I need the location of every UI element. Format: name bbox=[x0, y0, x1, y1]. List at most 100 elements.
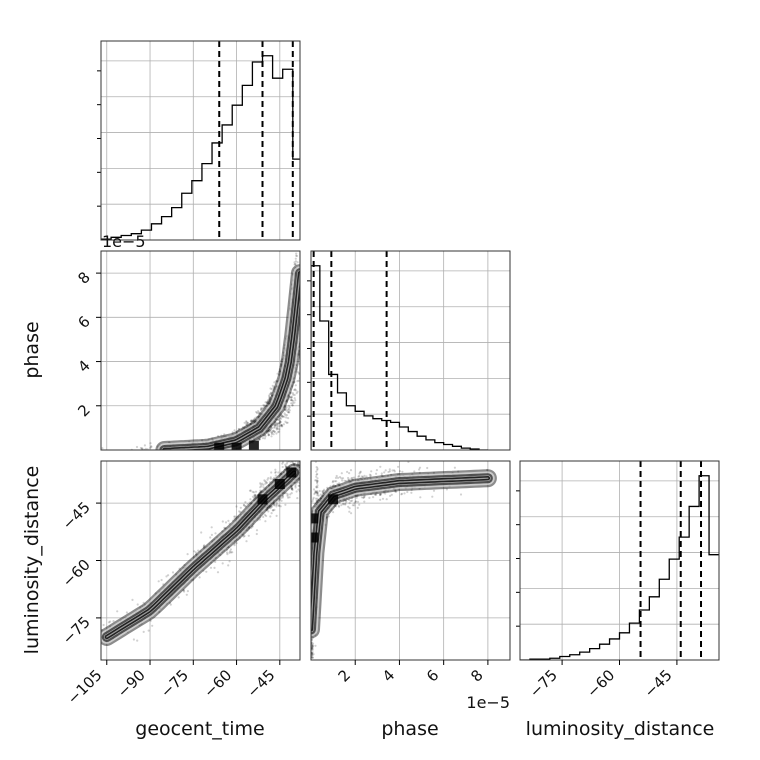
grid bbox=[520, 461, 719, 660]
density-peak bbox=[286, 467, 297, 478]
scatter-point bbox=[268, 396, 271, 399]
scatter-point bbox=[294, 462, 297, 466]
scatter-point bbox=[244, 505, 247, 508]
scatter-point bbox=[293, 377, 296, 380]
scatter-point bbox=[258, 438, 261, 441]
scatter-point bbox=[312, 488, 316, 491]
scatter-point bbox=[278, 370, 281, 373]
scatter-point bbox=[337, 504, 340, 507]
scatter-point bbox=[236, 515, 239, 519]
scatter-point bbox=[311, 656, 314, 659]
scatter-point bbox=[323, 488, 326, 491]
scatter-point bbox=[267, 394, 271, 397]
scatter-point bbox=[290, 395, 293, 398]
scatter-point bbox=[353, 476, 356, 479]
scatter-point bbox=[293, 393, 296, 397]
scatter-point bbox=[252, 419, 255, 422]
scatter-point bbox=[150, 445, 153, 448]
scatter-point bbox=[260, 490, 263, 493]
scatter-point bbox=[274, 424, 277, 427]
scatter-point bbox=[432, 489, 436, 492]
scatter-point bbox=[182, 589, 185, 592]
scatter-point bbox=[273, 388, 276, 391]
scatter-point bbox=[207, 438, 210, 441]
scatter-point bbox=[209, 536, 212, 539]
scatter-point bbox=[287, 458, 289, 460]
scatter-point bbox=[272, 433, 275, 436]
x-tick-label-geocent-time: −105 bbox=[64, 666, 106, 708]
scatter-point bbox=[296, 261, 299, 264]
scatter-point bbox=[327, 515, 330, 518]
scatter-point bbox=[258, 437, 261, 440]
scatter-point bbox=[258, 438, 261, 441]
scatter-point bbox=[263, 437, 266, 440]
scatter-point bbox=[311, 642, 315, 645]
scatter-point bbox=[288, 411, 291, 414]
scatter-point bbox=[270, 504, 273, 507]
x-axis-label-luminosity-distance: luminosity_distance bbox=[526, 718, 715, 740]
scatter-point bbox=[265, 431, 268, 434]
scatter-point bbox=[457, 470, 460, 473]
scatter-point bbox=[338, 484, 341, 487]
scatter-point bbox=[310, 679, 312, 681]
scatter-point bbox=[277, 497, 280, 500]
scatter-point bbox=[316, 436, 318, 438]
scatter-point bbox=[348, 472, 351, 475]
scatter-point bbox=[269, 430, 272, 433]
scatter-point bbox=[275, 514, 278, 518]
scatter-point bbox=[268, 393, 271, 396]
y-tick-label-luminosity-distance: −60 bbox=[59, 556, 94, 591]
scatter-point bbox=[251, 490, 254, 493]
scatter-point bbox=[453, 466, 456, 469]
scatter-point bbox=[197, 549, 200, 552]
scatter-point bbox=[286, 493, 289, 496]
scatter-point bbox=[296, 462, 300, 465]
scatter-point bbox=[273, 478, 276, 481]
scatter-point bbox=[283, 406, 286, 409]
scatter-point bbox=[288, 409, 291, 412]
scatter-point bbox=[247, 527, 251, 530]
scatter-point bbox=[265, 481, 268, 485]
scatter-point bbox=[251, 525, 254, 528]
scatter-point bbox=[233, 542, 236, 545]
scatter-point bbox=[459, 493, 463, 496]
scatter-point bbox=[256, 415, 259, 418]
scatter-point bbox=[270, 388, 273, 391]
scatter-point bbox=[393, 470, 396, 473]
scatter-point bbox=[291, 488, 294, 491]
scatter-point bbox=[345, 479, 348, 483]
scatter-point bbox=[315, 473, 318, 476]
scatter-point bbox=[280, 417, 283, 420]
scatter-point bbox=[267, 428, 270, 431]
density-peak bbox=[328, 494, 339, 505]
scatter-point bbox=[262, 515, 265, 519]
scatter-point bbox=[278, 422, 281, 425]
scatter-point bbox=[269, 476, 272, 479]
scatter-point bbox=[316, 481, 319, 485]
scatter-point bbox=[278, 504, 281, 507]
scatter-point bbox=[284, 408, 287, 411]
scatter-point bbox=[254, 494, 257, 497]
scatter-point bbox=[248, 489, 252, 492]
scatter-point bbox=[132, 638, 135, 641]
scatter-point bbox=[202, 546, 205, 549]
scatter-point bbox=[314, 479, 317, 482]
scatter-point bbox=[278, 498, 281, 501]
scatter-point bbox=[276, 380, 279, 383]
y-tick-label-phase: 4 bbox=[74, 357, 93, 376]
scatter-point bbox=[334, 504, 337, 507]
scatter-point bbox=[287, 404, 290, 407]
scatter-point bbox=[337, 484, 340, 487]
scatter-point bbox=[230, 551, 233, 554]
scatter-point bbox=[271, 480, 274, 483]
scatter-point bbox=[331, 484, 334, 488]
scatter-point bbox=[315, 492, 319, 495]
scatter-point bbox=[278, 425, 281, 428]
scatter-point bbox=[58, 644, 60, 646]
scatter-point bbox=[272, 429, 275, 432]
scatter-point bbox=[264, 520, 267, 523]
density-peak bbox=[248, 440, 259, 450]
scatter-point bbox=[227, 519, 230, 523]
scatter-point bbox=[292, 381, 295, 384]
scatter-point bbox=[202, 569, 205, 572]
